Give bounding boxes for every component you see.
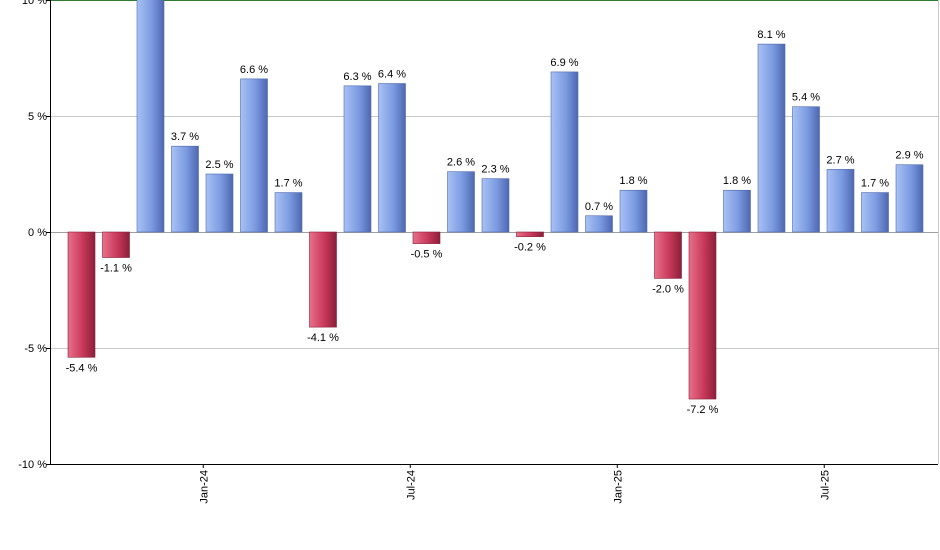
x-tick-label: Jan-25 (612, 470, 624, 504)
y-tick-label: -10 % (18, 459, 47, 471)
y-tick-label: 5 % (28, 111, 47, 123)
data-label: 2.7 % (826, 154, 854, 166)
bar (861, 192, 889, 233)
data-label: 6.6 % (240, 64, 268, 76)
data-label: -4.1 % (307, 332, 339, 344)
bar (240, 78, 268, 233)
data-label: -2.0 % (652, 283, 684, 295)
data-label: -5.4 % (66, 362, 98, 374)
data-label: 1.7 % (274, 178, 302, 190)
bar (67, 231, 96, 358)
data-labels: -5.4 %-1.1 %10.9 %3.7 %2.5 %6.6 %1.7 %-4… (66, 29, 924, 416)
data-label: 2.9 % (895, 150, 923, 162)
data-label: -0.2 % (514, 242, 546, 254)
data-label: 1.7 % (861, 178, 889, 190)
x-tick-label: Jul-24 (405, 470, 417, 500)
bar (102, 231, 130, 258)
bar (723, 189, 751, 233)
bar (447, 171, 475, 233)
data-label: 6.4 % (378, 69, 406, 81)
bar (585, 215, 613, 233)
y-tick-label: -5 % (24, 343, 47, 355)
bar (343, 85, 372, 233)
data-label: 3.7 % (171, 131, 199, 143)
bar (412, 231, 441, 244)
y-tick-label: 0 % (28, 227, 47, 239)
bar (688, 231, 717, 400)
data-label: 6.3 % (343, 71, 371, 83)
bar (619, 189, 648, 233)
bar (826, 169, 855, 233)
bar (378, 83, 406, 233)
bar (205, 173, 234, 233)
axes: -10 % -5 % 0 % 5 % 10 % Jan-24 Jul-24 Jan-25 Jul… (18, 0, 938, 504)
data-label: 2.3 % (481, 164, 509, 176)
x-tick-label: Jan-24 (198, 470, 210, 504)
bar (274, 192, 303, 233)
bar (895, 164, 924, 233)
bar (757, 43, 786, 233)
bars (67, 0, 924, 400)
data-label: 5.4 % (792, 92, 820, 104)
y-tick-label: 10 % (22, 0, 47, 7)
data-label: 2.5 % (205, 159, 233, 171)
data-label: 0.7 % (585, 201, 613, 213)
data-label: 2.6 % (447, 157, 475, 169)
bar (654, 231, 682, 279)
bar (171, 145, 199, 233)
bar (309, 231, 337, 328)
x-tick-label: Jul-25 (819, 470, 831, 500)
bar (136, 0, 165, 233)
bar (481, 178, 510, 233)
data-label: -0.5 % (411, 249, 443, 261)
data-label: 6.9 % (550, 57, 578, 69)
data-label: -1.1 % (100, 263, 132, 275)
bar (792, 106, 820, 233)
data-label: 1.8 % (619, 175, 647, 187)
bar (550, 71, 579, 233)
data-label: 8.1 % (757, 29, 785, 41)
bar (516, 231, 544, 237)
data-label: 1.8 % (723, 175, 751, 187)
data-label: -7.2 % (687, 404, 719, 416)
grid-lines (50, 0, 939, 464)
